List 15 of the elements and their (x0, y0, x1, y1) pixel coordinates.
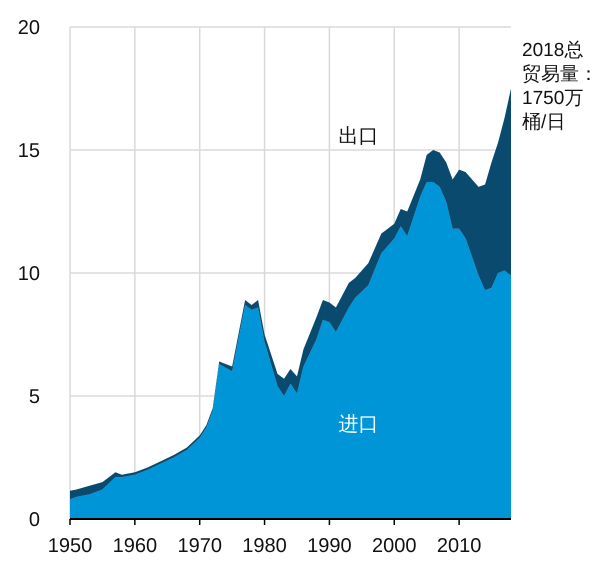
x-tick-label: 2000 (372, 535, 417, 557)
x-tick-label: 1960 (112, 535, 158, 557)
x-tick-label: 1990 (307, 535, 352, 557)
text: 出口 (338, 126, 379, 148)
y-tick-label: 0 (28, 509, 40, 531)
y-tick-label: 15 (18, 140, 40, 162)
annotation: 2018总贸易量：1750万桶/日 (522, 38, 599, 134)
x-tick-label: 2010 (436, 535, 482, 557)
x-tick-label: 1970 (177, 535, 222, 557)
y-tick-label: 10 (18, 263, 40, 285)
y-tick-label: 5 (28, 386, 40, 408)
y-tick-label: 20 (18, 17, 40, 39)
series-label: 进口 (338, 413, 379, 436)
x-tick-label: 1950 (48, 535, 92, 557)
x-tick-label: 1980 (242, 535, 287, 557)
